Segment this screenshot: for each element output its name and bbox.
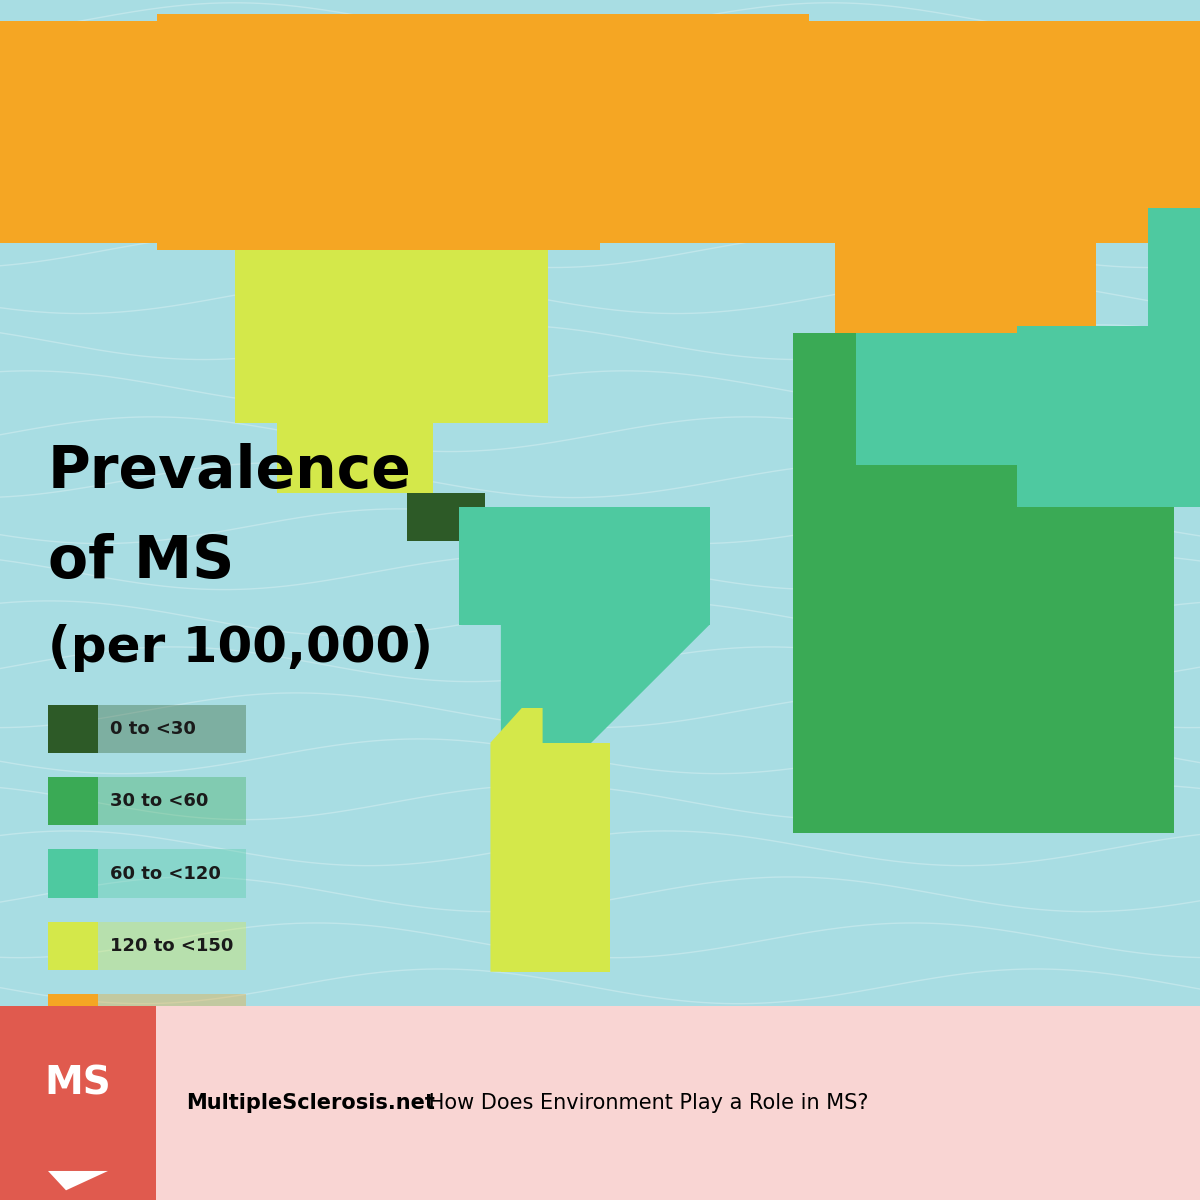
Text: 60 to <120: 60 to <120 bbox=[110, 864, 221, 883]
Text: MS: MS bbox=[44, 1064, 112, 1103]
Text: 30 to <60: 30 to <60 bbox=[110, 792, 209, 810]
Polygon shape bbox=[407, 493, 485, 541]
Text: (per 100,000): (per 100,000) bbox=[48, 624, 433, 672]
Polygon shape bbox=[0, 90, 209, 209]
Bar bbox=[48, 704, 98, 752]
Bar bbox=[48, 995, 98, 1043]
Bar bbox=[48, 776, 98, 826]
Polygon shape bbox=[500, 556, 709, 833]
Polygon shape bbox=[1018, 326, 1200, 506]
Polygon shape bbox=[600, 14, 809, 174]
Bar bbox=[98, 995, 246, 1043]
Bar bbox=[48, 850, 98, 898]
Text: - How Does Environment Play a Role in MS?: - How Does Environment Play a Role in MS… bbox=[408, 1093, 869, 1114]
Bar bbox=[48, 922, 98, 971]
Polygon shape bbox=[491, 708, 542, 972]
Polygon shape bbox=[835, 97, 1096, 347]
Bar bbox=[98, 704, 246, 752]
Polygon shape bbox=[1148, 209, 1200, 347]
Polygon shape bbox=[156, 14, 600, 250]
Polygon shape bbox=[276, 382, 433, 493]
Text: MultipleSclerosis.net: MultipleSclerosis.net bbox=[186, 1093, 434, 1114]
Polygon shape bbox=[793, 334, 1174, 833]
Text: 150 to <300: 150 to <300 bbox=[110, 1009, 234, 1027]
Text: Prevalence: Prevalence bbox=[48, 443, 412, 500]
Polygon shape bbox=[500, 743, 611, 972]
Polygon shape bbox=[460, 506, 709, 625]
Bar bbox=[0, 1007, 156, 1200]
Text: Data source: Lancet Neurology 2019; 18: 269–85: Data source: Lancet Neurology 2019; 18: … bbox=[48, 1079, 356, 1092]
Polygon shape bbox=[0, 20, 1200, 242]
Polygon shape bbox=[48, 1171, 108, 1190]
Polygon shape bbox=[856, 334, 1080, 466]
Text: 120 to <150: 120 to <150 bbox=[110, 937, 234, 955]
Bar bbox=[98, 922, 246, 971]
Bar bbox=[98, 776, 246, 826]
Text: of MS: of MS bbox=[48, 534, 234, 590]
Bar bbox=[98, 850, 246, 898]
Text: 0 to <30: 0 to <30 bbox=[110, 720, 197, 738]
Polygon shape bbox=[235, 250, 548, 424]
